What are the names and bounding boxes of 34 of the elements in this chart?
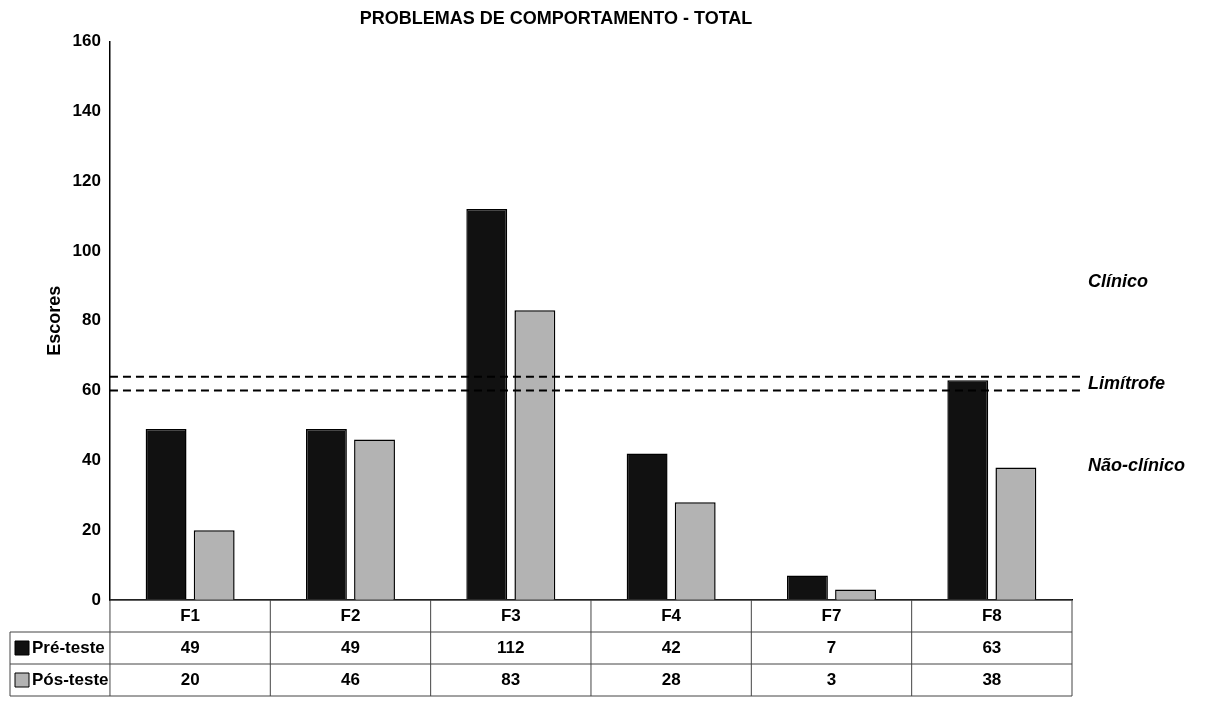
- legend-label: Pós-teste: [32, 669, 109, 689]
- x-tick-label: F8: [981, 605, 1002, 625]
- y-tick-label: 20: [82, 519, 101, 539]
- text: Limítrofe: [1088, 372, 1166, 393]
- y-tick-label: 40: [82, 450, 101, 470]
- y-tick-label: 140: [72, 101, 101, 121]
- data-label: 28: [661, 669, 681, 689]
- x-tick-label: F4: [661, 605, 682, 625]
- data-label: 83: [501, 669, 521, 689]
- y-tick-label: 100: [72, 240, 101, 260]
- x-tick-label: F3: [500, 605, 521, 625]
- x-tick-label: F2: [340, 605, 361, 625]
- y-tick-label: 60: [82, 380, 101, 400]
- chart-title: PROBLEMAS DE COMPORTAMENTO - TOTAL: [359, 7, 753, 28]
- data-label: 112: [497, 637, 525, 657]
- y-axis-title: Escores: [43, 285, 64, 356]
- y-tick-label: 160: [72, 31, 101, 51]
- text: Não-clínico: [1088, 454, 1186, 475]
- data-label: 7: [826, 637, 837, 657]
- x-tick-label: F7: [821, 605, 842, 625]
- y-tick-label: 80: [82, 310, 101, 330]
- data-label: 38: [982, 669, 1002, 689]
- data-label: 46: [341, 669, 360, 689]
- y-tick-label: 120: [72, 170, 101, 190]
- data-label: 49: [180, 637, 200, 657]
- data-label: 3: [826, 669, 837, 689]
- data-label: 49: [341, 637, 360, 657]
- data-label: 63: [982, 637, 1002, 657]
- data-label: 42: [661, 637, 681, 657]
- x-tick-label: F1: [180, 605, 201, 625]
- text: Clínico: [1088, 270, 1149, 291]
- legend-label: Pré-teste: [32, 637, 105, 657]
- data-label: 20: [180, 669, 200, 689]
- y-tick-label: 0: [91, 589, 101, 609]
